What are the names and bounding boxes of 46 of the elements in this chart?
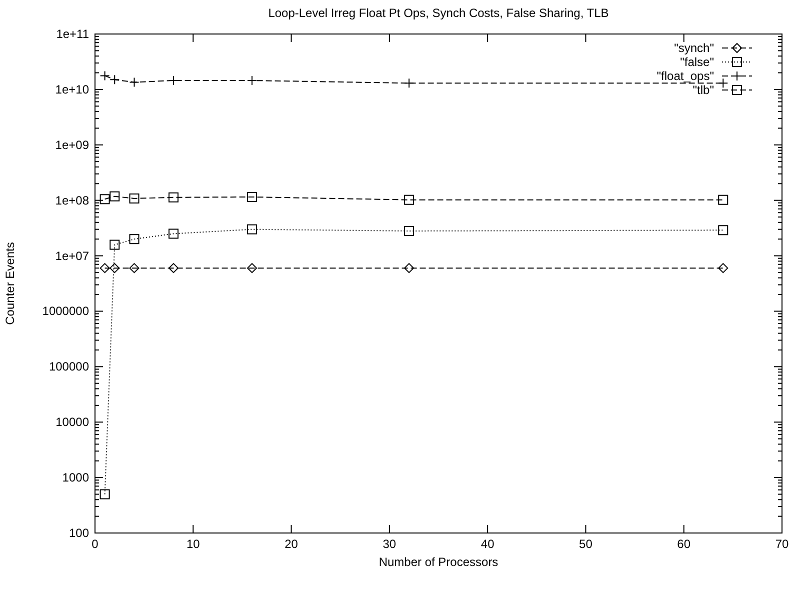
- y-tick-label: 1e+09: [55, 138, 90, 152]
- x-tick-label: 50: [579, 537, 593, 551]
- x-tick-label: 70: [775, 537, 789, 551]
- x-tick-label: 60: [677, 537, 691, 551]
- point: [100, 194, 110, 204]
- y-axis-title: Counter Events: [3, 242, 17, 325]
- point: [129, 263, 140, 274]
- point: [100, 489, 110, 500]
- point: [247, 263, 258, 274]
- point: [404, 226, 414, 236]
- point: [100, 263, 110, 274]
- y-tick-label: 1e+10: [55, 82, 90, 96]
- point: [129, 234, 140, 244]
- y-tick-label: 1e+08: [55, 193, 90, 208]
- point: [168, 263, 179, 274]
- x-tick-label: 30: [382, 537, 396, 551]
- point: [718, 194, 728, 205]
- y-tick-label: 1000: [62, 470, 90, 485]
- point: [718, 263, 728, 274]
- point: [247, 192, 258, 202]
- y-tick-label: 1e+11: [56, 27, 90, 41]
- x-tick-label: 0: [92, 537, 99, 551]
- legend-label: "float_ops": [656, 69, 714, 83]
- y-tick-label: 1e+07: [55, 248, 90, 263]
- point: [110, 263, 120, 274]
- point: [168, 192, 179, 202]
- legend-label: "tlb": [692, 83, 714, 97]
- point: [247, 224, 258, 234]
- point: [168, 228, 179, 239]
- x-tick-label: 40: [480, 537, 495, 551]
- y-tick-label: 1000000: [42, 304, 90, 318]
- x-tick-label: 10: [186, 537, 200, 551]
- point: [110, 191, 120, 202]
- y-tick-label: 10000: [56, 415, 90, 430]
- chart-title: Loop-Level Irreg Float Pt Ops, Synch Costs, False Sharing, TLB: [268, 6, 609, 20]
- y-tick-label: 100000: [48, 360, 90, 374]
- point: [129, 193, 140, 204]
- point: [404, 194, 414, 205]
- point: [404, 263, 414, 274]
- point: [718, 225, 728, 236]
- y-tick-label: 100: [68, 526, 90, 540]
- point: [110, 240, 120, 250]
- legend-label: "synch": [674, 41, 714, 55]
- x-axis-title: Number of Processors: [378, 555, 498, 569]
- legend-label: "false": [680, 55, 714, 69]
- x-tick-label: 20: [284, 537, 298, 551]
